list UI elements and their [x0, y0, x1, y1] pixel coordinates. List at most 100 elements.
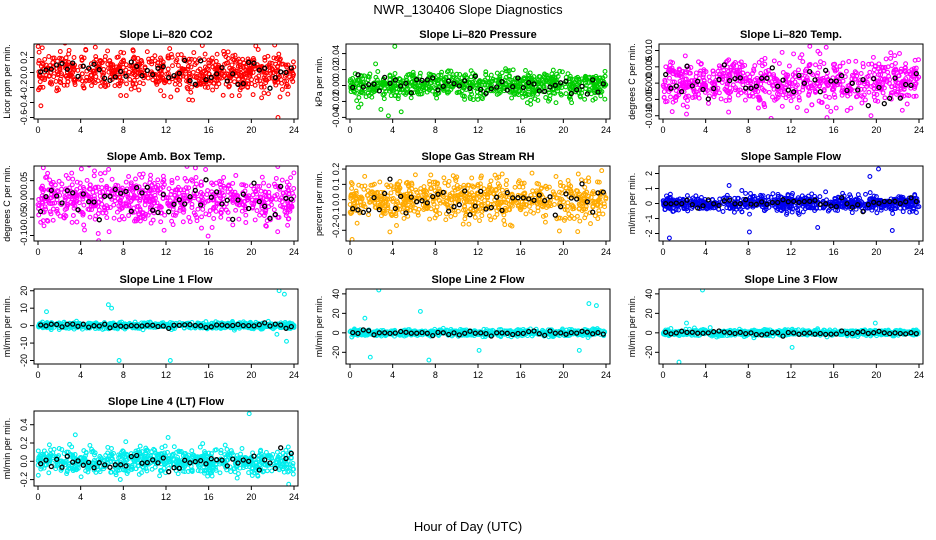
mean-point — [913, 198, 919, 205]
data-point — [494, 70, 500, 76]
data-point — [603, 196, 609, 202]
data-point — [42, 56, 48, 62]
data-point — [866, 89, 872, 95]
data-point — [175, 52, 181, 58]
data-point — [86, 166, 92, 168]
data-point — [590, 97, 596, 103]
data-point — [47, 177, 53, 183]
mean-point — [584, 91, 590, 97]
data-point — [681, 89, 687, 95]
data-point — [72, 79, 78, 85]
y-tick-label: 1 — [644, 186, 654, 191]
data-point — [414, 87, 420, 93]
data-point — [126, 213, 132, 218]
data-point — [553, 77, 559, 83]
data-point — [117, 207, 123, 212]
data-point — [108, 61, 114, 66]
mean-point — [689, 83, 695, 89]
data-point — [817, 64, 823, 70]
data-point — [499, 70, 505, 76]
data-point — [574, 213, 580, 219]
x-tick-label: 20 — [871, 125, 881, 135]
data-point — [862, 97, 868, 103]
data-point — [800, 59, 806, 65]
data-point — [872, 98, 878, 104]
data-point — [155, 187, 161, 192]
data-point — [45, 170, 51, 176]
data-point — [259, 203, 265, 209]
data-point — [800, 209, 806, 215]
data-point — [132, 72, 138, 78]
data-point — [198, 179, 204, 185]
mean-point — [558, 80, 564, 86]
data-point — [506, 73, 512, 79]
data-point — [546, 98, 551, 104]
data-point — [892, 53, 898, 59]
mean-point — [462, 188, 468, 194]
data-point — [403, 180, 409, 186]
data-point — [211, 216, 217, 221]
mean-point — [171, 201, 177, 207]
data-point — [766, 71, 772, 77]
mean-point — [716, 76, 722, 83]
data-point — [815, 225, 821, 230]
data-point — [866, 61, 872, 67]
mean-point — [913, 70, 919, 77]
data-point — [395, 96, 401, 102]
data-point — [479, 213, 485, 219]
mean-point — [371, 81, 377, 87]
y-tick-label: -0.04 — [331, 107, 341, 128]
panel-4: Slope Amb. Box Temp.degrees C per min.0 4… — [2, 151, 299, 257]
x-tick-label: 4 — [78, 125, 83, 135]
mean-point — [737, 75, 743, 81]
mean-point — [579, 83, 585, 90]
mean-point — [134, 63, 140, 70]
mean-point — [700, 86, 706, 93]
data-point — [806, 91, 812, 97]
mean-point — [86, 65, 92, 71]
data-point — [366, 93, 372, 98]
data-point — [746, 229, 752, 235]
data-point — [161, 93, 167, 99]
data-point — [193, 175, 199, 180]
data-point — [696, 59, 701, 65]
mean-point — [908, 195, 914, 201]
mean-point — [54, 62, 60, 68]
data-point — [763, 68, 769, 74]
data-point — [241, 182, 247, 188]
data-point — [356, 95, 362, 100]
data-point — [467, 79, 473, 85]
data-point — [666, 235, 672, 241]
data-point — [348, 180, 354, 186]
x-tick-label: 20 — [558, 125, 568, 135]
mean-point — [568, 195, 574, 201]
data-point — [883, 56, 889, 62]
data-point — [466, 221, 472, 227]
data-point — [774, 86, 780, 92]
data-point — [565, 178, 571, 183]
data-point — [356, 194, 362, 200]
data-point — [503, 182, 509, 188]
data-point — [490, 191, 496, 196]
data-point — [261, 84, 267, 90]
data-point — [575, 74, 581, 80]
mean-point — [256, 67, 262, 73]
mean-point — [876, 200, 882, 206]
data-point — [693, 199, 699, 205]
data-point — [661, 94, 667, 100]
mean-point — [510, 84, 516, 90]
data-point — [207, 208, 213, 214]
data-point — [682, 53, 688, 59]
y-tick-label: 0.05 — [19, 172, 29, 190]
mean-point — [96, 217, 102, 223]
mean-point — [897, 200, 903, 207]
data-point — [174, 175, 180, 181]
data-point — [784, 210, 790, 216]
data-point — [900, 81, 906, 87]
data-point — [77, 180, 83, 186]
data-point — [867, 190, 873, 196]
data-point — [481, 186, 487, 192]
data-point — [39, 61, 45, 66]
data-point — [430, 199, 436, 205]
